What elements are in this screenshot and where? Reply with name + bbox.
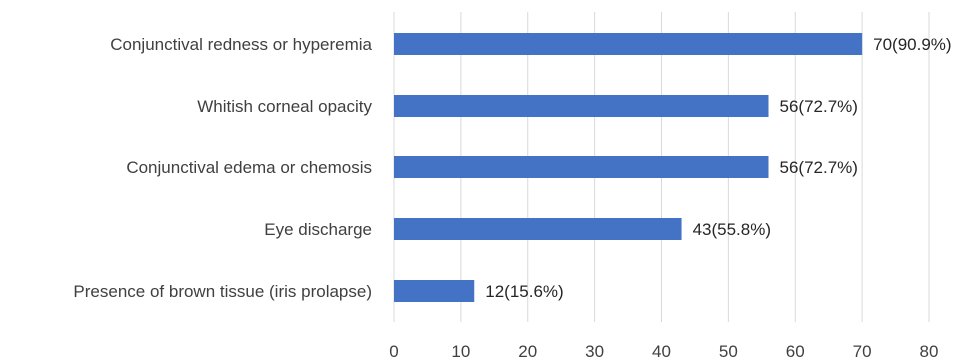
bar-4 [394, 280, 475, 302]
data-label-1: 56(72.7%) [780, 97, 858, 116]
x-tick-label-10: 10 [451, 342, 470, 360]
bar-1 [394, 95, 769, 117]
data-label-2: 56(72.7%) [780, 158, 858, 177]
bar-3 [394, 218, 682, 240]
bar-0 [394, 33, 863, 55]
x-tick-label-60: 60 [786, 342, 805, 360]
category-label-2: Conjunctival edema or chemosis [126, 158, 372, 177]
bar-layer [394, 33, 863, 302]
bar-2 [394, 156, 769, 178]
data-label-4: 12(15.6%) [485, 282, 563, 301]
label-layer: 0 10 20 30 40 50 60 70 80 Conjunctival redness or… [73, 35, 951, 360]
x-tick-label-0: 0 [389, 342, 398, 360]
category-label-1: Whitish corneal opacity [197, 97, 372, 116]
data-label-3: 43(55.8%) [693, 220, 771, 239]
category-label-0: Conjunctival redness or hyperemia [110, 35, 372, 54]
x-tick-label-40: 40 [652, 342, 671, 360]
x-tick-label-50: 50 [719, 342, 738, 360]
category-label-4: Presence of brown tissue (iris prolapse) [73, 282, 372, 301]
category-label-3: Eye discharge [264, 220, 372, 239]
x-tick-label-80: 80 [920, 342, 939, 360]
x-tick-label-20: 20 [518, 342, 537, 360]
x-tick-label-30: 30 [585, 342, 604, 360]
data-label-0: 70(90.9%) [873, 35, 951, 54]
x-tick-label-70: 70 [853, 342, 872, 360]
